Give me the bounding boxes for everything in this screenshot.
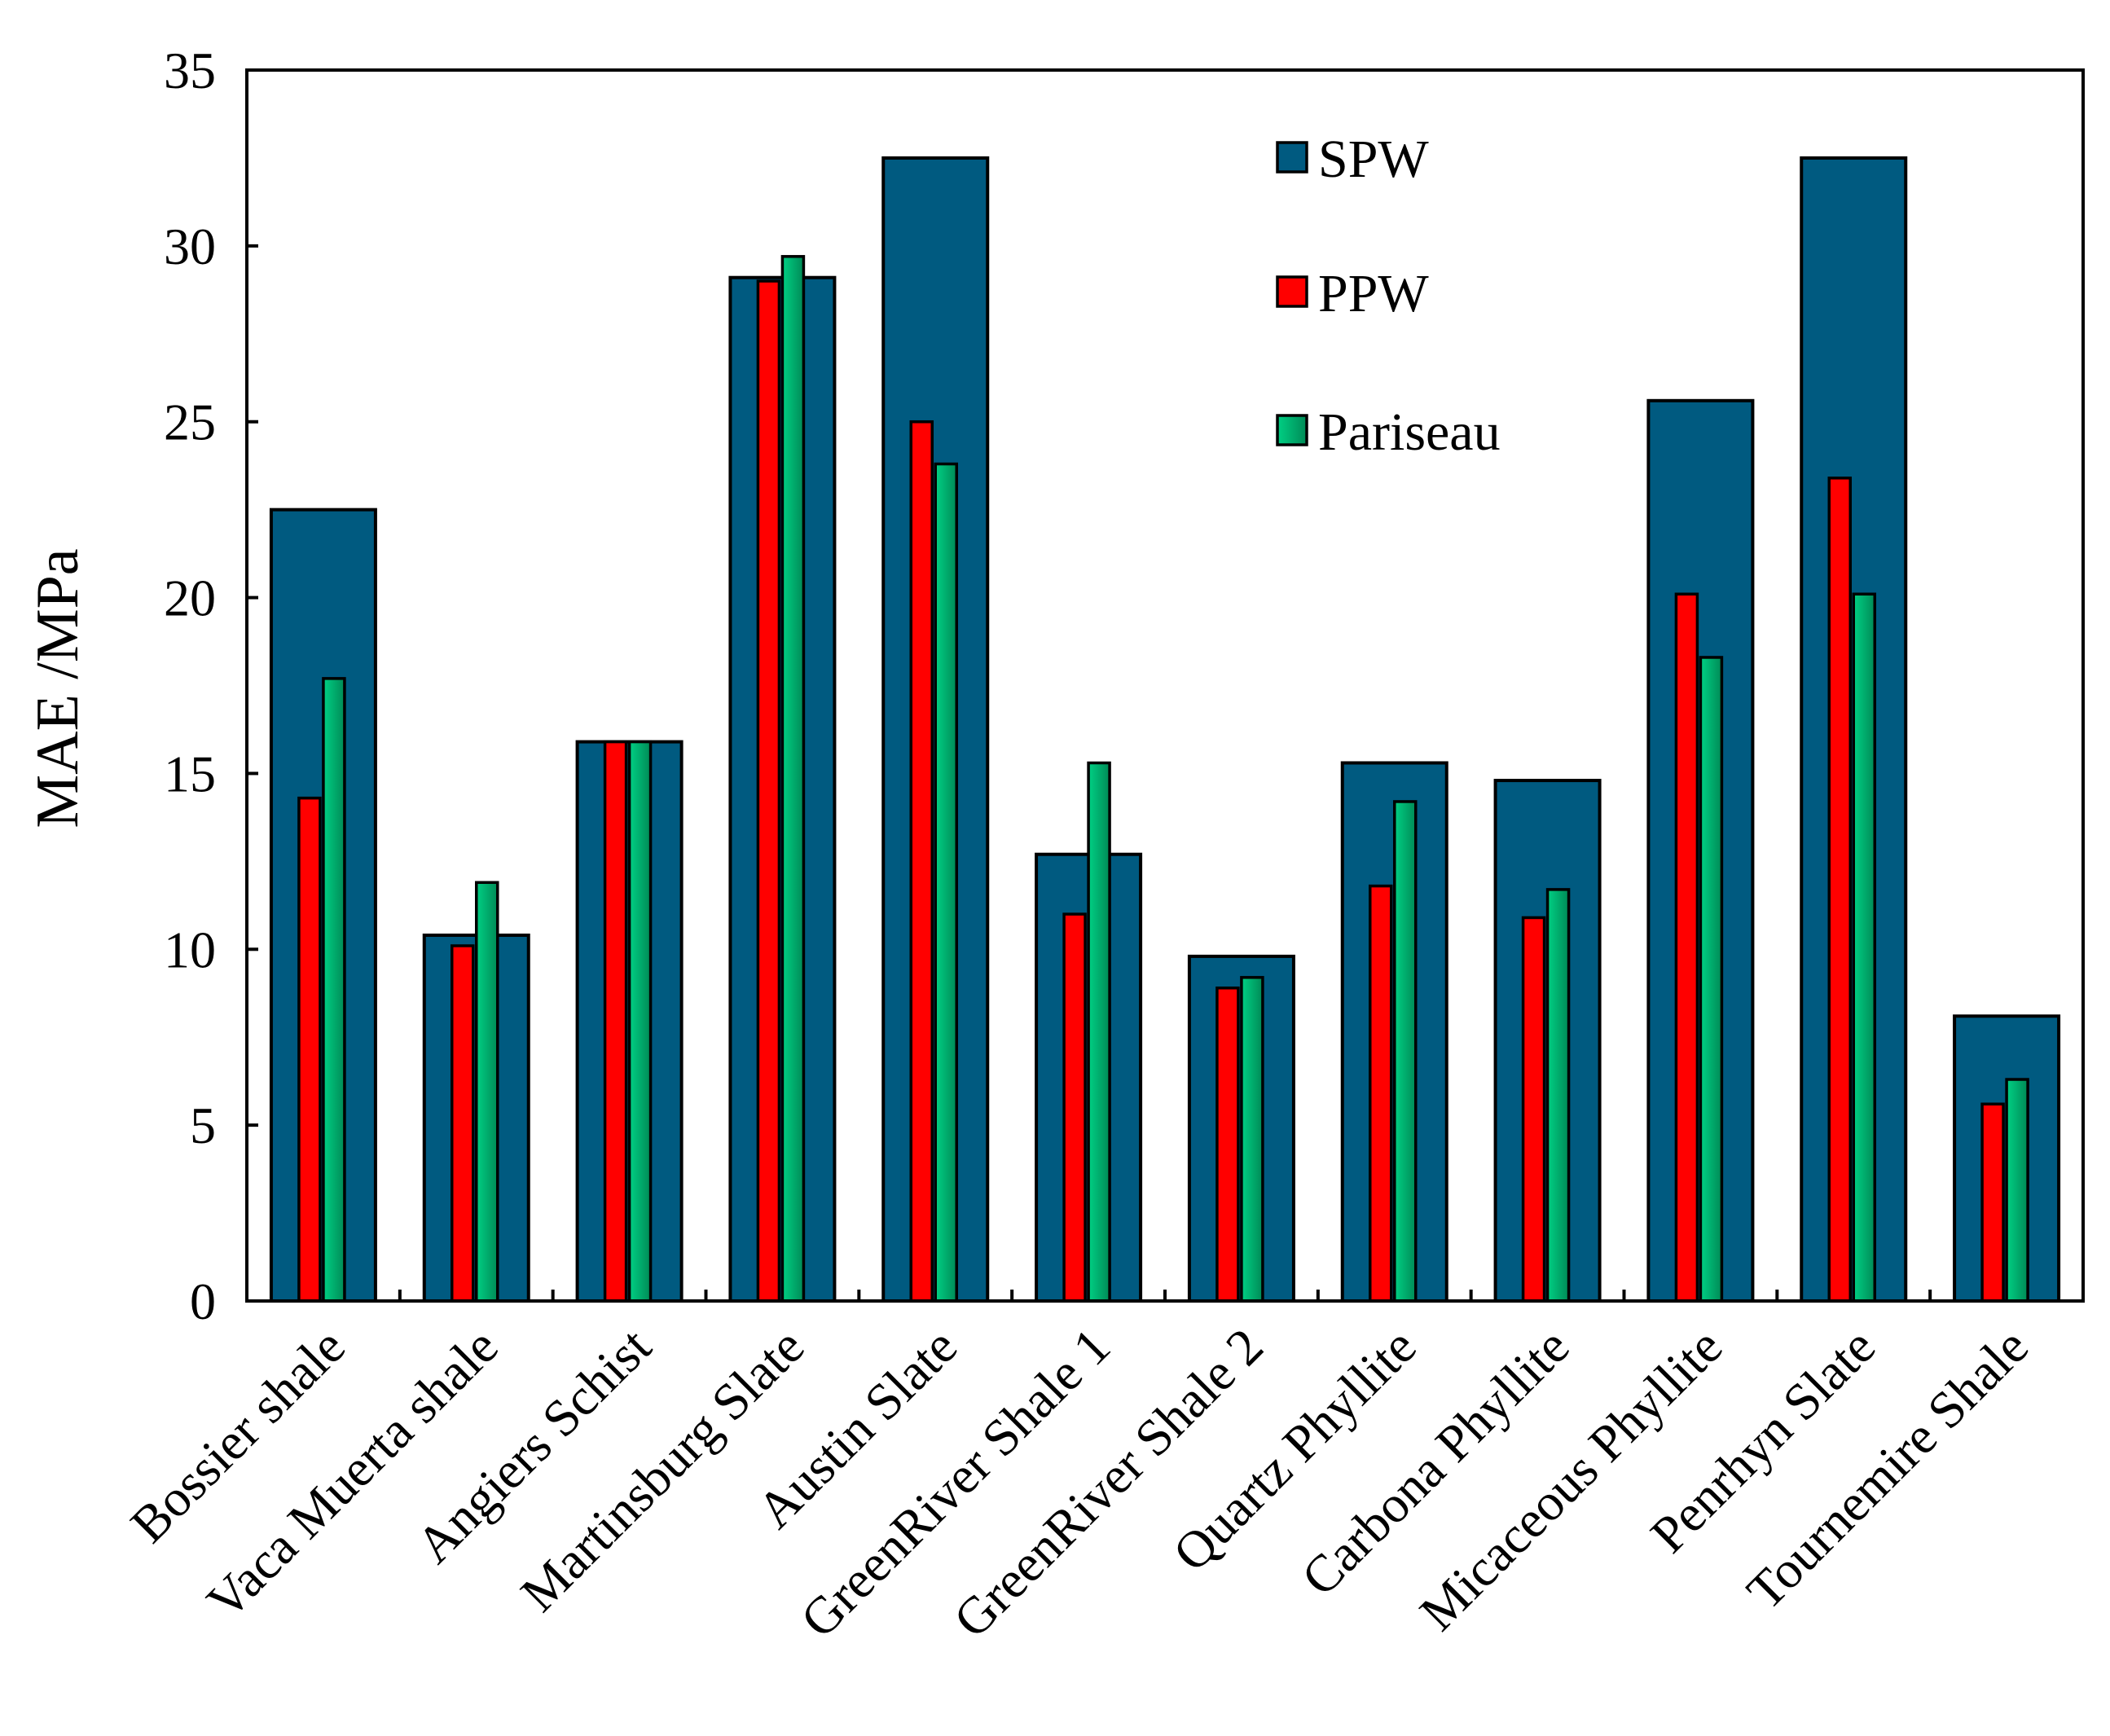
bar-pariseau-11 xyxy=(1852,592,1876,1303)
legend-label-pariseau: Pariseau xyxy=(1318,402,1501,462)
legend-label-spw: SPW xyxy=(1318,130,1429,189)
bar-ppw-6 xyxy=(1062,912,1087,1303)
bar-pariseau-3 xyxy=(627,740,653,1303)
bar-pariseau-6 xyxy=(1087,761,1111,1303)
legend-swatch-pariseau xyxy=(1276,414,1308,446)
bar-pariseau-7 xyxy=(1240,976,1264,1303)
bar-pariseau-1 xyxy=(322,677,346,1303)
category-label: Carbona Phyllite xyxy=(1290,1317,1580,1607)
bar-pariseau-2 xyxy=(475,881,499,1303)
bar-pariseau-12 xyxy=(2005,1078,2029,1303)
y-ticks-layer: 0 5 10 15 20 25 30 35 xyxy=(164,42,1932,1330)
bar-ppw-9 xyxy=(1521,916,1546,1303)
bars-layer xyxy=(269,156,2061,1303)
category-label: Vaca Muerta shale xyxy=(196,1317,508,1630)
legend-swatch-ppw xyxy=(1276,275,1308,308)
category-label: Martinsburg Slate xyxy=(509,1317,815,1623)
bar-ppw-11 xyxy=(1827,477,1852,1303)
bar-pariseau-10 xyxy=(1699,656,1724,1303)
bar-pariseau-4 xyxy=(780,255,806,1303)
bar-ppw-7 xyxy=(1215,987,1240,1303)
y-tick-label: 10 xyxy=(164,921,216,978)
y-tick-label: 15 xyxy=(164,745,216,802)
bar-pariseau-9 xyxy=(1545,888,1571,1303)
bar-pariseau-8 xyxy=(1393,800,1418,1303)
y-tick-label: 30 xyxy=(164,218,216,275)
y-tick-label: 20 xyxy=(164,569,216,627)
y-tick-label: 35 xyxy=(164,42,216,99)
bar-pariseau-5 xyxy=(934,462,958,1303)
bar-ppw-3 xyxy=(603,740,628,1303)
y-tick-label: 0 xyxy=(190,1272,216,1330)
bar-ppw-2 xyxy=(451,944,475,1303)
y-tick-label: 5 xyxy=(190,1097,216,1154)
legend-swatch-spw xyxy=(1276,141,1308,174)
bar-ppw-5 xyxy=(909,420,934,1303)
y-tick-label: 25 xyxy=(164,393,216,451)
bar-ppw-1 xyxy=(297,796,322,1303)
legend: SPW PPW Pariseau xyxy=(1276,130,1501,462)
bar-ppw-4 xyxy=(756,279,781,1303)
bar-ppw-10 xyxy=(1674,592,1699,1303)
legend-label-ppw: PPW xyxy=(1318,264,1429,323)
bar-ppw-12 xyxy=(1980,1102,2005,1303)
bar-ppw-8 xyxy=(1369,884,1393,1303)
y-axis-title: MAE /MPa xyxy=(24,548,91,828)
category-label: Tournemire Shale xyxy=(1735,1317,2039,1621)
